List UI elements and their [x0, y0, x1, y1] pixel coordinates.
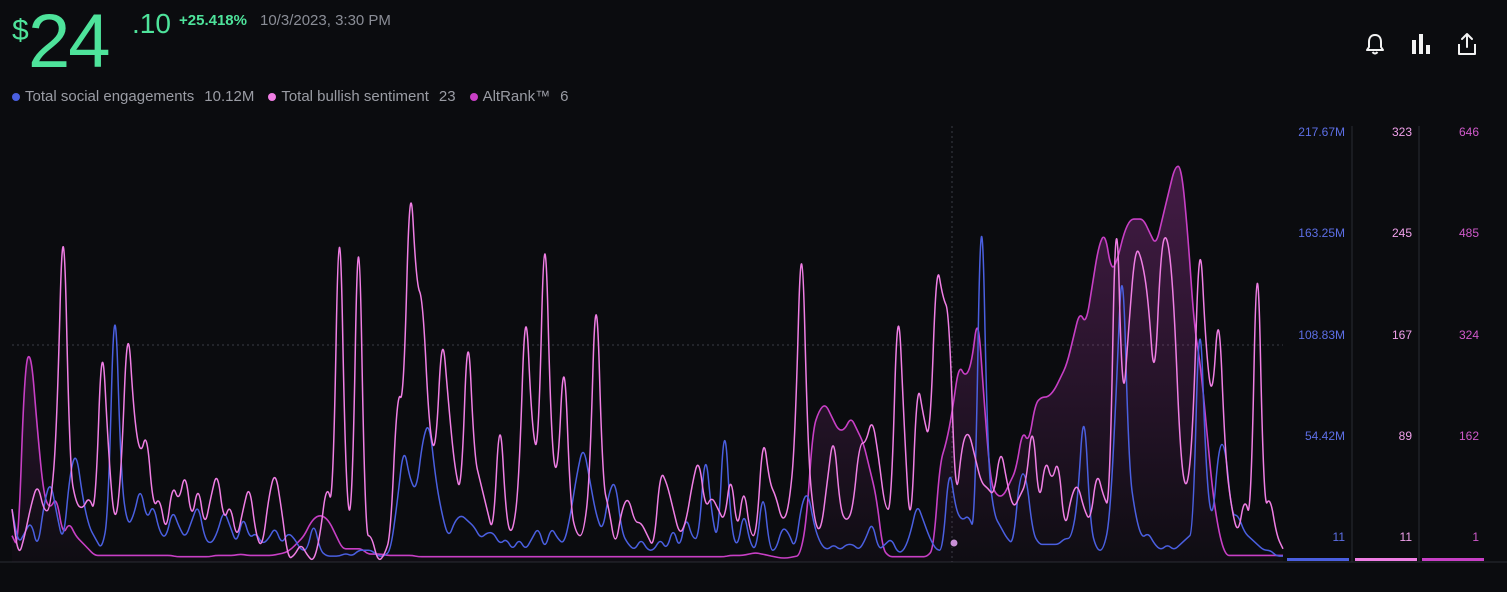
currency-symbol: $	[12, 14, 29, 47]
legend-dot-engagements	[12, 92, 20, 101]
axis-tick-label: 324	[1459, 328, 1479, 342]
axis-tick-label: 163.25M	[1298, 226, 1345, 240]
axis-color-bar	[1287, 558, 1349, 561]
axis-tick-label: 162	[1459, 429, 1479, 443]
toolbar	[1363, 30, 1479, 58]
legend-label: Total social engagements	[25, 88, 195, 105]
price-integer: 24	[28, 0, 111, 84]
axis-tick-label: 11	[1400, 530, 1413, 544]
bell-icon	[1366, 34, 1384, 55]
legend-value: 10.12M	[204, 88, 255, 105]
axis-tick-label: 54.42M	[1305, 429, 1345, 443]
axis-tick-label: 11	[1333, 530, 1346, 544]
series-line-altrank	[11, 165, 1283, 559]
bar-chart-icon	[1412, 34, 1430, 54]
series-line-bullish	[11, 202, 1284, 561]
axis-tick-label: 646	[1459, 125, 1479, 139]
axis-tick-label: 485	[1459, 226, 1479, 240]
timestamp: 10/3/2023, 3:30 PM	[260, 12, 391, 29]
legend-item-bullish[interactable]: Total bullish sentiment 23	[268, 88, 456, 105]
legend-label: AltRank™	[482, 88, 551, 105]
axis-tick-label: 245	[1392, 226, 1412, 240]
axis-tick-label: 1	[1472, 530, 1479, 544]
axis-tick-label: 323	[1392, 125, 1412, 139]
axis-tick-label: 108.83M	[1298, 328, 1345, 342]
price-decimal: .10	[132, 8, 171, 39]
axis-color-bar	[1355, 558, 1417, 561]
share-icon	[1458, 33, 1476, 55]
series-line-engagements	[11, 235, 1283, 557]
crosshair-marker	[949, 538, 959, 548]
series-area-altrank	[12, 166, 1283, 563]
legend-item-engagements[interactable]: Total social engagements 10.12M	[12, 88, 254, 105]
legend: Total social engagements 10.12M Total bu…	[12, 88, 568, 105]
share-button[interactable]	[1455, 30, 1479, 58]
chart-type-button[interactable]	[1409, 30, 1433, 58]
legend-value: 23	[438, 88, 456, 105]
legend-value: 6	[560, 88, 569, 105]
legend-label: Total bullish sentiment	[281, 88, 429, 105]
axis-color-bar	[1422, 558, 1484, 561]
legend-dot-altrank	[469, 92, 478, 101]
legend-dot-bullish	[268, 92, 277, 101]
alert-button[interactable]	[1363, 30, 1387, 58]
legend-item-altrank[interactable]: AltRank™ 6	[469, 88, 569, 105]
price-change: +25.418%	[179, 12, 247, 29]
axis-tick-label: 89	[1399, 429, 1413, 443]
axis-tick-label: 167	[1392, 328, 1412, 342]
axis-tick-label: 217.67M	[1298, 125, 1345, 139]
